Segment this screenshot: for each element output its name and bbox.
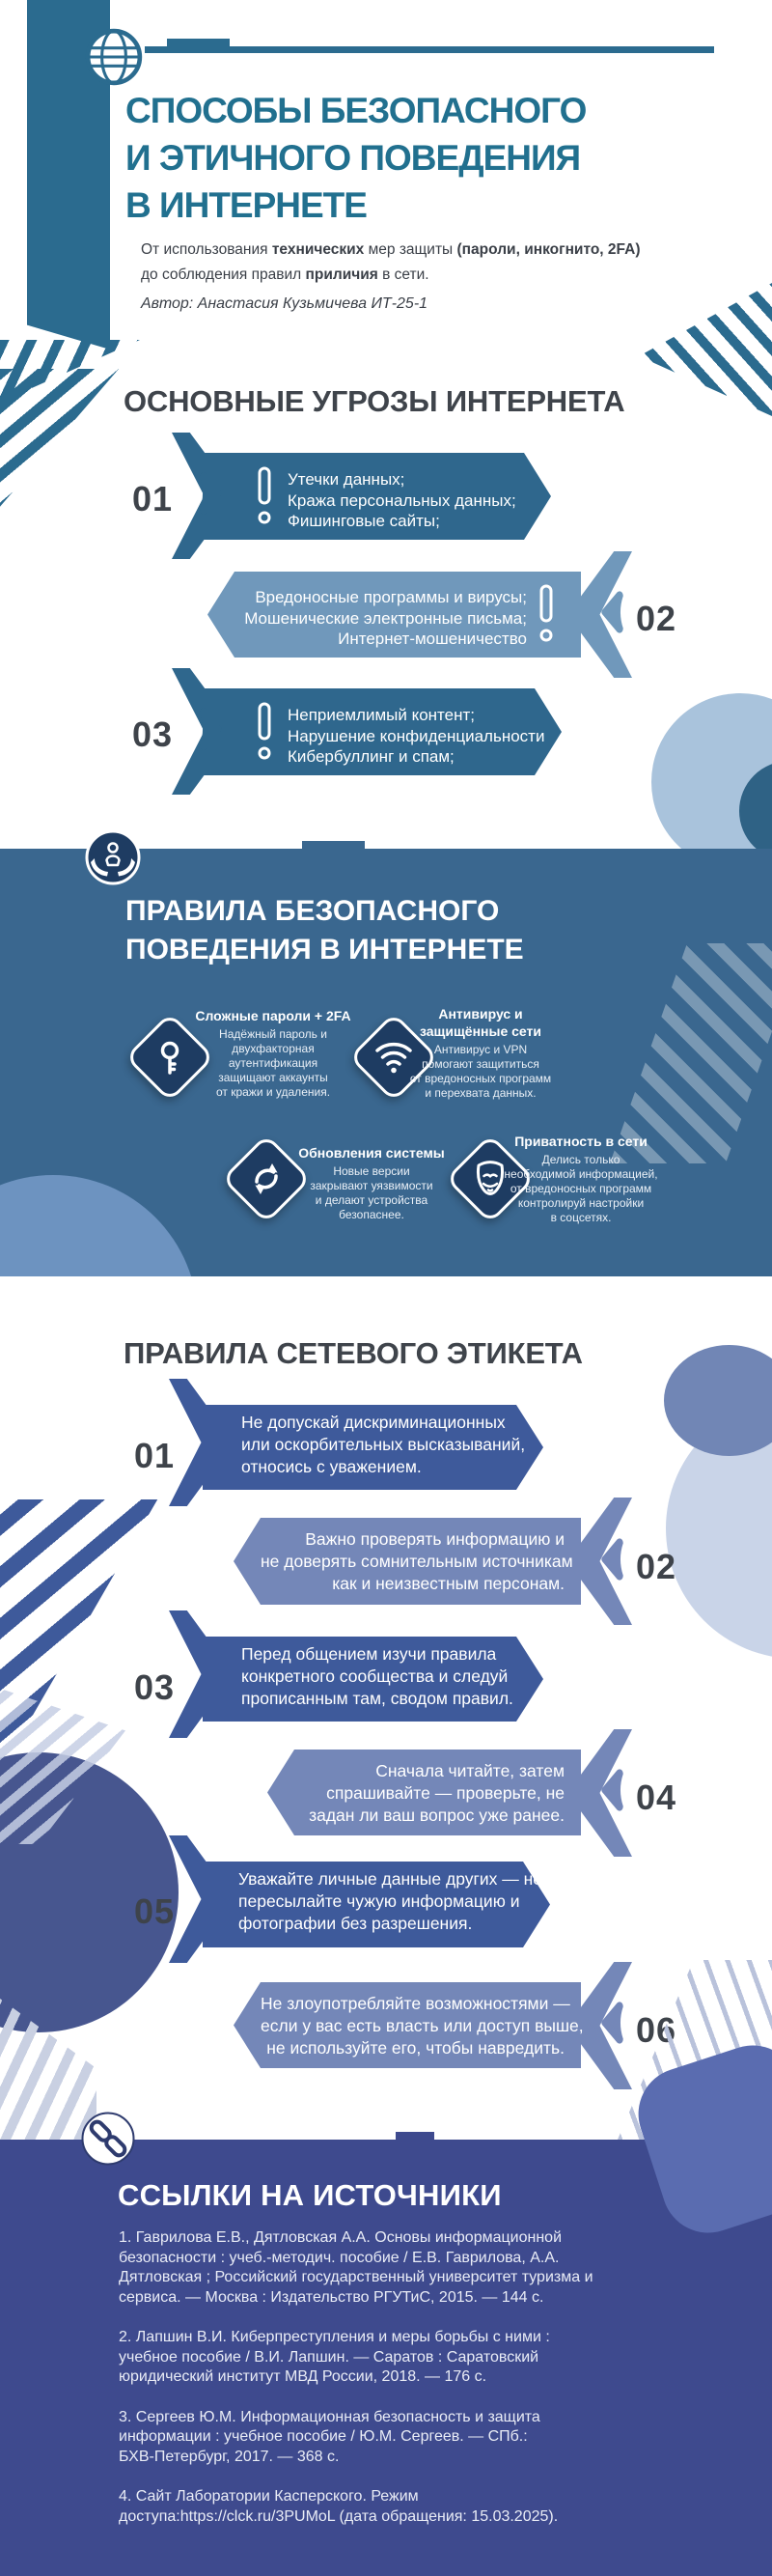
rules-section-heading: ПРАВИЛА БЕЗОПАСНОГО ПОВЕДЕНИЯ В ИНТЕРНЕТ…	[125, 895, 524, 966]
page-subtitle: От использования технических мер защиты …	[141, 241, 641, 283]
etiquette-text: Важно проверять информацию и не доверять…	[261, 1529, 573, 1593]
header-rule-line	[145, 46, 714, 53]
rules-right-stripes-decoration	[610, 943, 772, 1163]
page-title-line: СПОСОБЫ БЕЗОПАСНОГО	[125, 91, 587, 130]
safe-rules-section: ПРАВИЛА БЕЗОПАСНОГО ПОВЕДЕНИЯ В ИНТЕРНЕТ…	[0, 849, 772, 1276]
threat-number: 01	[132, 479, 174, 518]
etiquette-number: 03	[134, 1667, 176, 1707]
number-pointer-icon	[601, 591, 623, 633]
number-pointer-icon	[601, 1769, 623, 1811]
etiquette-number: 04	[636, 1778, 677, 1817]
page-title-line: И ЭТИЧНОГО ПОВЕДЕНИЯ	[125, 138, 581, 178]
key-icon	[160, 1041, 179, 1075]
exclamation-icon	[258, 702, 271, 760]
etiquette-arrow-banner	[203, 1862, 550, 1947]
page-title: СПОСОБЫ БЕЗОПАСНОГО И ЭТИЧНОГО ПОВЕДЕНИЯ…	[125, 87, 587, 229]
reference-item: 3. Сергеев Ю.М. Информационная безопасно…	[119, 2408, 540, 2465]
threat-text: Вредоносные программы и вирусы; Мошениче…	[244, 588, 527, 648]
etiquette-text: Перед общением изучи правила конкретного…	[241, 1644, 513, 1708]
threat-arrow-banner	[207, 572, 581, 658]
etiquette-number: 05	[134, 1891, 176, 1931]
number-pointer-icon	[200, 1659, 222, 1701]
references-list: 1. Гаврилова Е.В., Дятловская А.А. Основ…	[119, 2228, 613, 2547]
threat-text: Утечки данных; Кража персональных данных…	[288, 470, 516, 530]
etiquette-text: Не допускай дискриминационных или оскорб…	[241, 1413, 526, 1476]
reference-item: 4. Сайт Лаборатории Касперского. Режим д…	[119, 2488, 559, 2525]
etiquette-arrow-banner	[203, 1405, 543, 1490]
etiquette-text: Сначала читайте, затем спрашивайте — про…	[309, 1761, 565, 1825]
etiquette-text: Не злоупотребляйте возможностями — если …	[261, 1994, 584, 2058]
etiquette-number: 01	[134, 1436, 176, 1475]
number-pointer-icon	[601, 1538, 623, 1581]
header-right-stripes-decoration	[639, 283, 772, 416]
reference-item: 1. Гаврилова Е.В., Дятловская А.А. Основ…	[119, 2229, 593, 2306]
globe-icon	[85, 28, 143, 86]
exclamation-icon	[539, 584, 553, 642]
etiquette-arrow-banner	[234, 1518, 581, 1605]
wifi-icon	[375, 1042, 412, 1074]
etiquette-number: 02	[636, 1547, 677, 1586]
page-title-line: В ИНТЕРНЕТЕ	[125, 185, 368, 225]
etiquette-arrow-banner	[234, 1982, 581, 2068]
rule-card-text: Обновления системы Новые версии закрываю…	[298, 1145, 445, 1221]
etiquette-arrow-banner	[203, 1637, 543, 1722]
rule-card-passwords	[124, 1012, 215, 1103]
rule-card-privacy	[445, 1134, 536, 1224]
number-pointer-icon	[200, 1884, 222, 1926]
exclamation-icon	[258, 466, 271, 524]
sources-section-heading: ССЫЛКИ НА ИСТОЧНИКИ	[118, 2178, 502, 2212]
number-pointer-icon	[200, 1427, 222, 1470]
threat-number: 03	[132, 714, 174, 754]
etiquette-section-heading: ПРАВИЛА СЕТЕВОГО ЭТИКЕТА	[124, 1336, 583, 1370]
rule-card-antivirus	[348, 1012, 439, 1103]
number-pointer-icon	[200, 708, 222, 750]
etiquette-text: Уважайте личные данные других — не перес…	[238, 1869, 543, 1933]
author-line: Автор: Анастасия Кузьмичева ИТ-25-1	[141, 295, 428, 312]
rules-section-tab	[302, 841, 365, 849]
threats-section-heading: ОСНОВНЫЕ УГРОЗЫ ИНТЕРНЕТА	[124, 384, 625, 418]
header-rule-tab	[167, 39, 230, 46]
rule-card-text: Сложные пароли + 2FA Надёжный пароль и д…	[195, 1008, 351, 1099]
system-update-icon	[255, 1163, 278, 1194]
rule-card-text: Антивирус и защищённые сети Антивирус и …	[409, 1006, 552, 1100]
threat-number: 02	[636, 599, 677, 638]
etiquette-arrow-banner	[267, 1750, 581, 1835]
care-hands-icon	[85, 829, 141, 885]
rule-card-updates	[221, 1134, 312, 1224]
rule-card-text: Приватность в сети Делись только необход…	[504, 1134, 658, 1224]
number-pointer-icon	[200, 472, 222, 515]
sources-section: ССЫЛКИ НА ИСТОЧНИКИ 1. Гаврилова Е.В., Д…	[0, 2140, 772, 2576]
privacy-mask-icon	[477, 1161, 504, 1195]
reference-item: 2. Лапшин В.И. Киберпреступления и меры …	[119, 2329, 550, 2385]
chain-link-icon	[81, 2112, 135, 2166]
threat-text: Неприемлимый контент; Нарушение конфиден…	[288, 706, 545, 766]
rules-bottom-left-circle-decoration	[0, 1175, 198, 1276]
etiquette-right-dark-ellipse-decoration	[664, 1345, 772, 1456]
footer-section-tab	[396, 2132, 434, 2140]
number-pointer-icon	[601, 2002, 623, 2044]
